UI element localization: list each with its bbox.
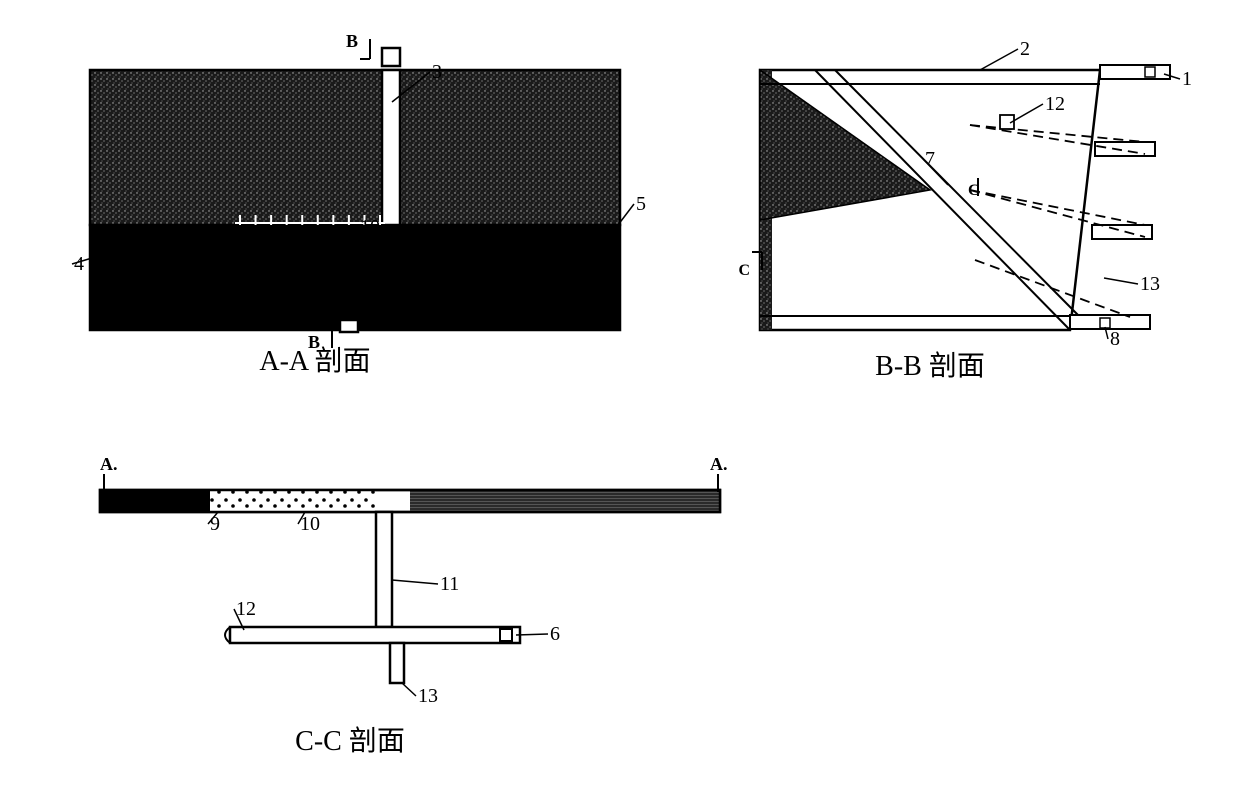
callout-8: 8 [1110,328,1120,350]
callout-13: 13 [1140,273,1160,295]
section-mark-C-inner: C [968,182,980,199]
section-mark-B-top: B [346,31,358,51]
caption-cc: C-C 剖面 [295,725,405,757]
callout-5: 5 [636,193,646,215]
callout-10: 10 [300,513,320,535]
callout-4: 4 [74,253,84,275]
section-mark-C-outer: C [738,262,750,279]
callout-7: 7 [925,148,935,170]
section-mark-A-left: A. [100,454,118,474]
callout-9: 9 [210,513,220,535]
callout-12: 12 [1045,93,1065,115]
callout-10: 10 [360,216,380,238]
diagram-svg: BB35410A-A 剖面CC21127138B-B 剖面A.A.9101112… [20,20,1240,805]
callout-3: 3 [432,61,442,83]
callout-11: 11 [440,573,459,595]
caption-aa: A-A 剖面 [259,345,370,377]
section-B-B: C C 2 1 12 7 13 8 [738,38,1192,350]
section-A-A: BB35410 [72,31,646,352]
callout-1: 1 [1182,68,1192,90]
callout-13: 13 [418,685,438,707]
callout-2: 2 [1020,38,1030,60]
callout-6: 6 [550,623,560,645]
diagram-root: BB35410A-A 剖面CC21127138B-B 剖面A.A.9101112… [20,20,1220,805]
caption-bb: B-B 剖面 [875,350,985,382]
section-C-C: A. A. 9 10 11 12 6 13 [100,454,728,707]
section-mark-A-right: A. [710,454,728,474]
callout-12: 12 [236,598,256,620]
